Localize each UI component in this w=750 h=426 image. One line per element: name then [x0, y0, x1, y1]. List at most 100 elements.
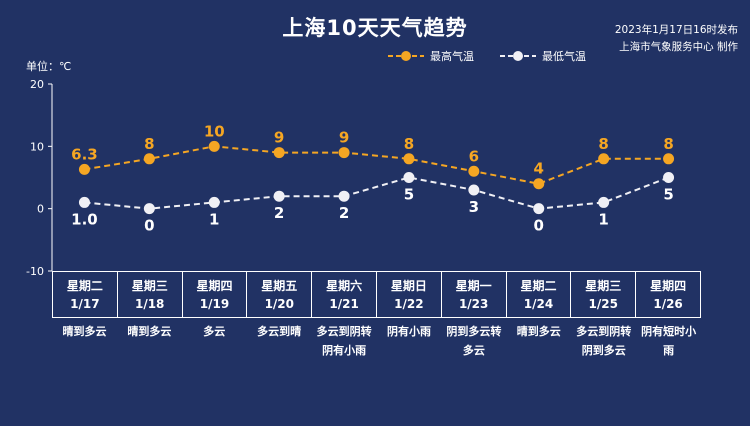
publish-time: 2023年1月17日16时发布	[614, 24, 738, 36]
data-label-low: 5	[663, 186, 673, 204]
data-point-low	[598, 196, 610, 208]
day-date: 1/26	[653, 297, 683, 311]
day-grid: 星期二 1/17 星期三 1/18 星期四 1/19 星期五 1/20 星期六 1/21 星期日 1/…	[52, 271, 701, 318]
day-cell: 星期六 1/21	[312, 272, 377, 317]
legend-low-label: 最低气温	[542, 50, 586, 63]
weather-desc: 阴有短时小雨	[636, 322, 701, 360]
weather-desc: 晴到多云	[506, 322, 571, 360]
weather-desc-line: 阴有小雨	[386, 325, 431, 338]
weather-desc-line: 晴到多云	[62, 325, 107, 338]
weather-desc: 晴到多云	[117, 322, 182, 360]
weather-desc-line: 雨	[663, 344, 675, 357]
weather-desc-line: 阴到多云转	[446, 325, 502, 338]
data-point-low	[338, 190, 350, 202]
day-weekday: 星期三	[131, 279, 168, 293]
data-point-high	[78, 163, 90, 175]
legend-item-low: 最低气温	[500, 48, 586, 64]
data-label-high: 9	[339, 129, 349, 147]
weather-desc-line: 多云到阴转	[316, 325, 372, 338]
day-date: 1/18	[134, 297, 165, 311]
day-date: 1/20	[264, 297, 294, 311]
weather-desc-line: 多云	[462, 344, 485, 357]
data-point-high	[208, 140, 220, 152]
weather-desc-line: 多云到阴转	[576, 325, 632, 338]
weather-row: 晴到多云 晴到多云 多云 多云到晴 多云到阴转 阴有小雨 阴有小雨 阴到多云转 多云 晴到多云 多云…	[52, 322, 701, 360]
data-label-low: 2	[339, 204, 349, 222]
data-point-low	[468, 184, 480, 196]
series-line-high	[84, 145, 669, 185]
legend-high-label: 最高气温	[430, 50, 474, 63]
data-point-high	[143, 153, 155, 165]
publisher: 上海市气象服务中心 制作	[619, 41, 738, 53]
day-date: 1/24	[523, 297, 554, 311]
data-label-high: 10	[204, 122, 225, 140]
weather-desc: 多云	[182, 322, 247, 360]
data-point-high	[273, 147, 285, 159]
weather-desc-line: 多云	[203, 325, 226, 338]
data-label-low: 0	[144, 217, 154, 235]
day-cell: 星期一 1/23	[442, 272, 507, 317]
legend-item-high: 最高气温	[388, 48, 474, 64]
data-point-low	[403, 172, 415, 183]
data-label-low: 1	[598, 210, 608, 228]
weather-desc-line: 晴到多云	[127, 325, 172, 338]
day-weekday: 星期日	[390, 279, 427, 293]
day-cell: 星期二 1/24	[507, 272, 572, 317]
data-point-high	[663, 153, 675, 165]
data-point-high	[338, 147, 350, 159]
weather-desc: 多云到阴转 阴有小雨	[312, 322, 377, 360]
day-cell: 星期二 1/17	[53, 272, 118, 317]
day-date: 1/23	[458, 297, 489, 311]
day-weekday: 星期三	[585, 279, 622, 293]
weather-desc: 晴到多云	[52, 322, 117, 360]
legend-high-marker	[388, 51, 424, 61]
series-line-low	[84, 176, 669, 210]
weather-desc: 多云到阴转 阴到多云	[571, 322, 636, 360]
data-point-low	[533, 203, 545, 215]
day-cell: 星期五 1/20	[247, 272, 313, 317]
publish-info: 2023年1月17日16时发布 上海市气象服务中心 制作	[615, 22, 738, 56]
data-point-low	[273, 190, 285, 202]
data-label-low: 3	[469, 198, 479, 216]
data-label-low: 5	[404, 186, 414, 204]
data-point-high	[533, 178, 545, 190]
data-label-low: 2	[274, 204, 284, 222]
weather-desc-line: 阴到多云	[581, 344, 626, 357]
weather-desc-line: 阴有小雨	[322, 344, 367, 357]
legend-low-marker	[500, 51, 536, 61]
day-date: 1/25	[588, 297, 618, 311]
day-weekday: 星期四	[650, 279, 687, 293]
data-point-high	[403, 153, 415, 165]
day-cell: 星期三 1/18	[118, 272, 183, 317]
page-title: 上海10天天气趋势	[282, 16, 468, 40]
weather-desc-line: 多云到晴	[257, 325, 302, 338]
y-tick-label: -10	[26, 265, 44, 278]
day-weekday: 星期二	[66, 279, 103, 293]
data-label-low: 1.0	[71, 210, 98, 228]
y-tick-label: 0	[37, 203, 44, 216]
data-point-high	[468, 165, 480, 177]
data-label-high: 6	[469, 147, 479, 165]
data-point-high	[598, 153, 610, 165]
day-cell: 星期四 1/26	[636, 272, 700, 317]
data-point-low	[208, 196, 220, 208]
data-label-low: 0	[534, 217, 544, 235]
weather-desc-line: 阴有短时小	[641, 325, 697, 338]
data-label-high: 8	[663, 135, 673, 153]
day-date: 1/19	[199, 297, 230, 311]
data-label-low: 1	[209, 210, 219, 228]
day-date: 1/17	[70, 297, 100, 311]
day-date: 1/21	[329, 297, 359, 311]
day-weekday: 星期四	[196, 279, 233, 293]
data-label-high: 8	[404, 135, 414, 153]
day-cell: 星期三 1/25	[571, 272, 637, 317]
weather-desc-line: 晴到多云	[516, 325, 561, 338]
day-cell: 星期日 1/22	[377, 272, 442, 317]
y-tick-label: 10	[30, 140, 44, 153]
data-point-low	[663, 172, 675, 183]
data-label-high: 9	[274, 129, 284, 147]
y-tick-label: 20	[30, 78, 44, 91]
data-point-low	[78, 196, 90, 208]
day-weekday: 星期一	[455, 279, 492, 293]
